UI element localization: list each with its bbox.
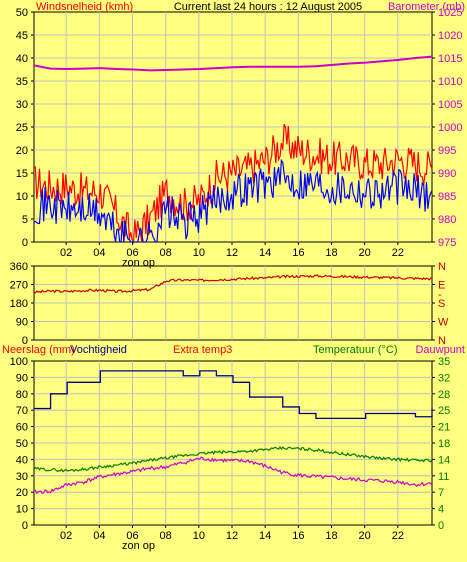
y-tick-label-left: 45 — [16, 30, 28, 42]
humidity-line — [34, 370, 433, 420]
y-tick-label-right: 1015 — [438, 53, 462, 65]
y-tick-label-right: 985 — [438, 191, 456, 203]
y-tick-label-left: 50 — [16, 438, 28, 450]
x-tick-label: 14 — [259, 247, 271, 259]
y-tick-label-left: 5 — [22, 214, 28, 226]
y-tick-label-left: 20 — [16, 145, 28, 157]
y-tick-label-left: 0 — [22, 237, 28, 249]
header-wind-title: Windsnelheid (kmh) — [36, 1, 133, 13]
y-tick-label-right: 25 — [438, 405, 450, 417]
y-tick-label-right: 1000 — [438, 122, 462, 134]
y-tick-label-right: 1005 — [438, 99, 462, 111]
x-tick-label: 22 — [392, 530, 404, 542]
y-tick-label-left: 60 — [16, 422, 28, 434]
y-tick-label-left: 180 — [10, 298, 28, 310]
y-tick-label-left: 50 — [16, 7, 28, 19]
y-tick-label-left: 40 — [16, 454, 28, 466]
dewpoint-line — [33, 456, 433, 495]
y-tick-label-right: 1010 — [438, 76, 462, 88]
x-tick-label: 08 — [160, 530, 172, 542]
x-tick-label: 18 — [325, 530, 337, 542]
y-tick-label-left: 0 — [22, 335, 28, 347]
wind-speed-line — [33, 123, 433, 245]
direction-tick-label: N — [438, 335, 446, 347]
x-tick-label: 22 — [392, 247, 404, 259]
y-tick-label-right: 0 — [438, 520, 444, 532]
wind-gust-line — [33, 158, 433, 243]
x-tick-label: 12 — [226, 247, 238, 259]
x-tick-label: 06 — [126, 530, 138, 542]
x-tick-label: 16 — [292, 530, 304, 542]
y-tick-label-right: 975 — [438, 237, 456, 249]
header-rain-title: Neerslag (mm) — [2, 344, 75, 356]
y-tick-label-left: 90 — [16, 317, 28, 329]
y-tick-label-left: 360 — [10, 261, 28, 273]
direction-tick-label: E — [438, 280, 445, 292]
y-tick-label-right: 21 — [438, 422, 450, 434]
y-tick-label-right: 14 — [438, 454, 450, 466]
x-tick-label: 02 — [60, 247, 72, 259]
y-tick-label-left: 35 — [16, 76, 28, 88]
sunrise-label: zon op — [122, 257, 155, 269]
y-tick-label-right: 980 — [438, 214, 456, 226]
y-tick-label-right: 995 — [438, 145, 456, 157]
y-tick-label-right: 18 — [438, 438, 450, 450]
y-tick-label-left: 30 — [16, 99, 28, 111]
y-tick-label-left: 10 — [16, 504, 28, 516]
y-tick-label-right: 1025 — [438, 7, 462, 19]
x-tick-label: 04 — [93, 530, 105, 542]
y-tick-label-left: 30 — [16, 471, 28, 483]
y-tick-label-left: 0 — [22, 520, 28, 532]
y-tick-label-left: 10 — [16, 191, 28, 203]
y-tick-label-left: 40 — [16, 53, 28, 65]
y-tick-label-right: 4 — [438, 504, 444, 516]
x-tick-label: 02 — [60, 530, 72, 542]
x-tick-label: 10 — [193, 247, 205, 259]
x-tick-label: 08 — [160, 247, 172, 259]
direction-tick-label: N — [438, 261, 446, 273]
x-tick-label: 20 — [359, 530, 371, 542]
y-tick-label-left: 270 — [10, 280, 28, 292]
x-tick-label: 18 — [325, 247, 337, 259]
x-tick-label: 16 — [292, 247, 304, 259]
y-tick-label-right: 28 — [438, 389, 450, 401]
temperature-line — [33, 446, 433, 473]
y-tick-label-right: 1020 — [438, 30, 462, 42]
direction-tick-label: W — [438, 317, 449, 329]
header-temp-title: Temperatuur (°C) — [313, 344, 397, 356]
x-tick-label: 14 — [259, 530, 271, 542]
header-dew-title: Dauwpunt — [415, 344, 465, 356]
header-barometer-title: Barometer (mb) — [388, 1, 465, 13]
y-tick-label-left: 100 — [10, 356, 28, 368]
x-tick-label: 12 — [226, 530, 238, 542]
x-tick-label: 04 — [93, 247, 105, 259]
header-extra-title: Extra temp3 — [173, 344, 232, 356]
direction-dash-label: - — [438, 289, 442, 301]
wind-direction-line — [33, 274, 433, 294]
y-tick-label-right: 11 — [438, 471, 449, 483]
x-tick-label: 06 — [126, 247, 138, 259]
y-tick-label-right: 35 — [438, 356, 450, 368]
direction-tick-label: S — [438, 298, 445, 310]
x-tick-label: 20 — [359, 247, 371, 259]
y-tick-label-left: 20 — [16, 487, 28, 499]
y-tick-label-left: 15 — [16, 168, 28, 180]
header-humidity-title: Vochtigheid — [70, 344, 127, 356]
y-tick-label-left: 80 — [16, 389, 28, 401]
header-date-title: Current last 24 hours : 12 August 2005 — [174, 1, 362, 13]
y-tick-label-left: 25 — [16, 122, 28, 134]
sunrise-label: zon op — [122, 540, 155, 552]
x-tick-label: 10 — [193, 530, 205, 542]
y-tick-label-right: 990 — [438, 168, 456, 180]
barometer-line — [33, 55, 433, 72]
y-tick-label-right: 7 — [438, 487, 444, 499]
y-tick-label-left: 90 — [16, 372, 28, 384]
y-tick-label-left: 70 — [16, 405, 28, 417]
y-tick-label-right: 32 — [438, 372, 450, 384]
